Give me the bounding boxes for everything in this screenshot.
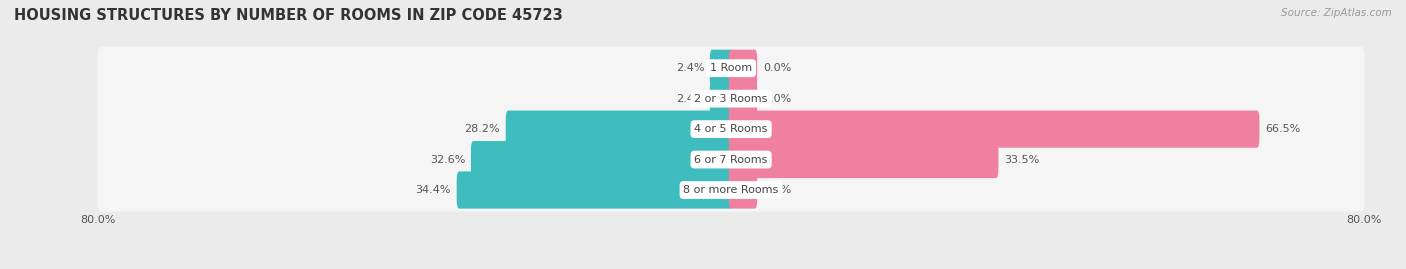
Text: 33.5%: 33.5% (1004, 155, 1039, 165)
FancyBboxPatch shape (97, 77, 1365, 120)
Text: 4 or 5 Rooms: 4 or 5 Rooms (695, 124, 768, 134)
FancyBboxPatch shape (728, 80, 758, 117)
Text: 0.0%: 0.0% (762, 185, 792, 195)
FancyBboxPatch shape (97, 47, 1365, 90)
Text: 0.0%: 0.0% (762, 63, 792, 73)
FancyBboxPatch shape (97, 138, 1365, 181)
FancyBboxPatch shape (728, 111, 1260, 148)
FancyBboxPatch shape (710, 80, 734, 117)
Text: 2 or 3 Rooms: 2 or 3 Rooms (695, 94, 768, 104)
Text: HOUSING STRUCTURES BY NUMBER OF ROOMS IN ZIP CODE 45723: HOUSING STRUCTURES BY NUMBER OF ROOMS IN… (14, 8, 562, 23)
Text: 34.4%: 34.4% (416, 185, 451, 195)
FancyBboxPatch shape (710, 50, 734, 87)
Text: Source: ZipAtlas.com: Source: ZipAtlas.com (1281, 8, 1392, 18)
Text: 6 or 7 Rooms: 6 or 7 Rooms (695, 155, 768, 165)
Text: 28.2%: 28.2% (464, 124, 501, 134)
Text: 1 Room: 1 Room (710, 63, 752, 73)
Text: 32.6%: 32.6% (430, 155, 465, 165)
FancyBboxPatch shape (97, 108, 1365, 151)
Text: 2.4%: 2.4% (676, 63, 704, 73)
FancyBboxPatch shape (728, 141, 998, 178)
Text: 8 or more Rooms: 8 or more Rooms (683, 185, 779, 195)
Text: 66.5%: 66.5% (1265, 124, 1301, 134)
FancyBboxPatch shape (457, 171, 734, 208)
FancyBboxPatch shape (97, 168, 1365, 212)
FancyBboxPatch shape (506, 111, 734, 148)
FancyBboxPatch shape (471, 141, 734, 178)
FancyBboxPatch shape (728, 50, 758, 87)
Text: 2.4%: 2.4% (676, 94, 704, 104)
Text: 0.0%: 0.0% (762, 94, 792, 104)
FancyBboxPatch shape (728, 171, 758, 208)
